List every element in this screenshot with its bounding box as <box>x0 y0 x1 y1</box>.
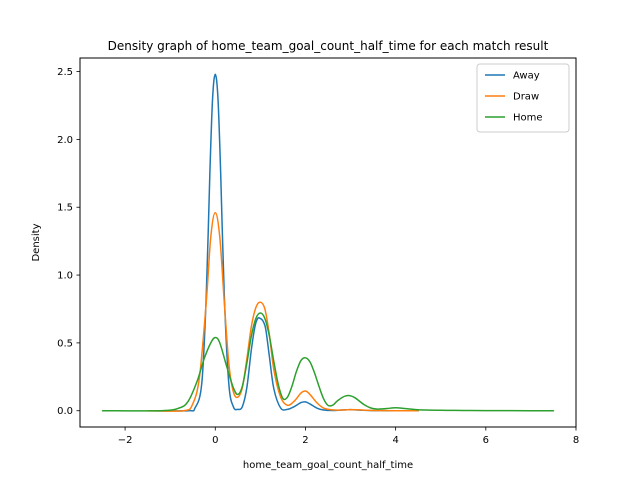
x-axis-ticks: −2 0 2 4 6 8 <box>118 427 579 446</box>
axes-frame <box>79 57 577 428</box>
y-axis-label: Density <box>31 223 42 261</box>
y-tick-label: 2.0 <box>57 135 73 146</box>
series-line-draw <box>146 211 419 412</box>
x-tick-label: 6 <box>483 435 489 446</box>
x-tick-label: −2 <box>118 435 133 446</box>
series-lines <box>101 73 555 412</box>
x-tick-label: 8 <box>573 435 579 446</box>
series-line-away <box>146 73 419 412</box>
y-axis-ticks: 0.0 0.5 1.0 1.5 2.0 2.5 <box>57 67 80 417</box>
x-tick-label: 4 <box>392 435 398 446</box>
legend-label-draw: Draw <box>513 92 539 103</box>
chart-title: Density graph of home_team_goal_count_ha… <box>108 39 549 53</box>
x-tick-label: 0 <box>212 435 218 446</box>
y-tick-label: 1.0 <box>57 271 73 282</box>
legend-label-away: Away <box>513 71 540 82</box>
y-tick-label: 0.0 <box>57 406 73 417</box>
legend-label-home: Home <box>513 113 543 124</box>
y-tick-label: 1.5 <box>57 203 73 214</box>
y-tick-label: 2.5 <box>57 67 73 78</box>
legend: Away Draw Home <box>476 63 570 133</box>
y-tick-label: 0.5 <box>57 338 73 349</box>
series-line-home <box>101 312 555 412</box>
x-tick-label: 2 <box>302 435 308 446</box>
x-axis-label: home_team_goal_count_half_time <box>243 460 413 471</box>
legend-box <box>476 63 570 133</box>
